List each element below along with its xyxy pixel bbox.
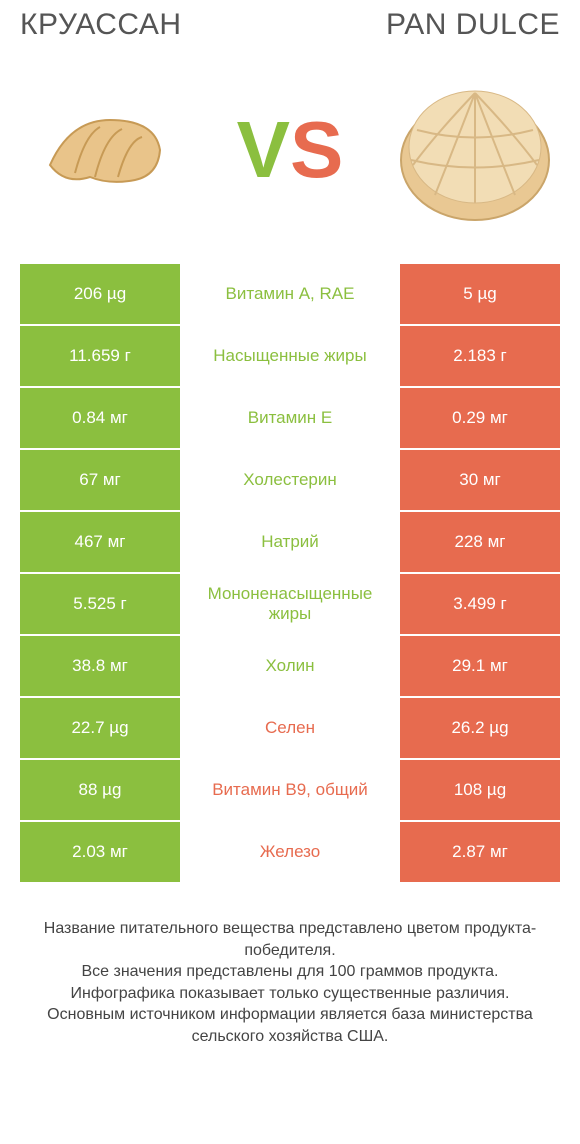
footer-line: Основным источником информации является …	[26, 1004, 554, 1047]
right-value-cell: 26.2 µg	[400, 698, 560, 758]
nutrient-label: Холестерин	[180, 450, 400, 510]
footer-line: Все значения представлены для 100 граммо…	[26, 961, 554, 983]
footer-line: Название питательного вещества представл…	[26, 918, 554, 961]
table-row: 206 µgВитамин A, RAE5 µg	[20, 264, 560, 324]
nutrient-label: Холин	[180, 636, 400, 696]
right-product-image	[390, 75, 560, 225]
nutrient-label: Селен	[180, 698, 400, 758]
table-row: 2.03 мгЖелезо2.87 мг	[20, 822, 560, 882]
comparison-infographic: КРУАССАН PAN DULCE VS	[0, 0, 580, 1144]
right-product-title: PAN DULCE	[386, 8, 560, 42]
nutrient-label: Витамин B9, общий	[180, 760, 400, 820]
left-value-cell: 67 мг	[20, 450, 180, 510]
left-product-image	[20, 75, 190, 225]
vs-s: S	[290, 105, 343, 194]
table-row: 67 мгХолестерин30 мг	[20, 450, 560, 510]
left-value-cell: 2.03 мг	[20, 822, 180, 882]
footer-note: Название питательного вещества представл…	[20, 918, 560, 1048]
left-value-cell: 467 мг	[20, 512, 180, 572]
nutrient-table: 206 µgВитамин A, RAE5 µg11.659 гНасыщенн…	[20, 264, 560, 882]
nutrient-label: Насыщенные жиры	[180, 326, 400, 386]
left-value-cell: 5.525 г	[20, 574, 180, 634]
right-value-cell: 29.1 мг	[400, 636, 560, 696]
table-row: 5.525 гМононенасыщенные жиры3.499 г	[20, 574, 560, 634]
right-value-cell: 30 мг	[400, 450, 560, 510]
vs-label: VS	[237, 110, 344, 190]
hero-row: VS	[20, 60, 560, 240]
right-value-cell: 2.87 мг	[400, 822, 560, 882]
right-value-cell: 108 µg	[400, 760, 560, 820]
table-row: 22.7 µgСелен26.2 µg	[20, 698, 560, 758]
right-value-cell: 228 мг	[400, 512, 560, 572]
right-value-cell: 5 µg	[400, 264, 560, 324]
left-value-cell: 38.8 мг	[20, 636, 180, 696]
footer-line: Инфографика показывает только существенн…	[26, 983, 554, 1005]
left-value-cell: 11.659 г	[20, 326, 180, 386]
table-row: 467 мгНатрий228 мг	[20, 512, 560, 572]
table-row: 11.659 гНасыщенные жиры2.183 г	[20, 326, 560, 386]
table-row: 88 µgВитамин B9, общий108 µg	[20, 760, 560, 820]
titles-row: КРУАССАН PAN DULCE	[20, 0, 560, 42]
pan-dulce-icon	[395, 75, 555, 225]
table-row: 38.8 мгХолин29.1 мг	[20, 636, 560, 696]
croissant-icon	[40, 105, 170, 195]
right-value-cell: 0.29 мг	[400, 388, 560, 448]
nutrient-label: Натрий	[180, 512, 400, 572]
nutrient-label: Железо	[180, 822, 400, 882]
nutrient-label: Витамин A, RAE	[180, 264, 400, 324]
vs-v: V	[237, 105, 290, 194]
right-value-cell: 2.183 г	[400, 326, 560, 386]
left-value-cell: 0.84 мг	[20, 388, 180, 448]
left-value-cell: 22.7 µg	[20, 698, 180, 758]
left-value-cell: 88 µg	[20, 760, 180, 820]
table-row: 0.84 мгВитамин E0.29 мг	[20, 388, 560, 448]
nutrient-label: Витамин E	[180, 388, 400, 448]
right-value-cell: 3.499 г	[400, 574, 560, 634]
left-value-cell: 206 µg	[20, 264, 180, 324]
nutrient-label: Мононенасыщенные жиры	[180, 574, 400, 634]
left-product-title: КРУАССАН	[20, 8, 182, 42]
